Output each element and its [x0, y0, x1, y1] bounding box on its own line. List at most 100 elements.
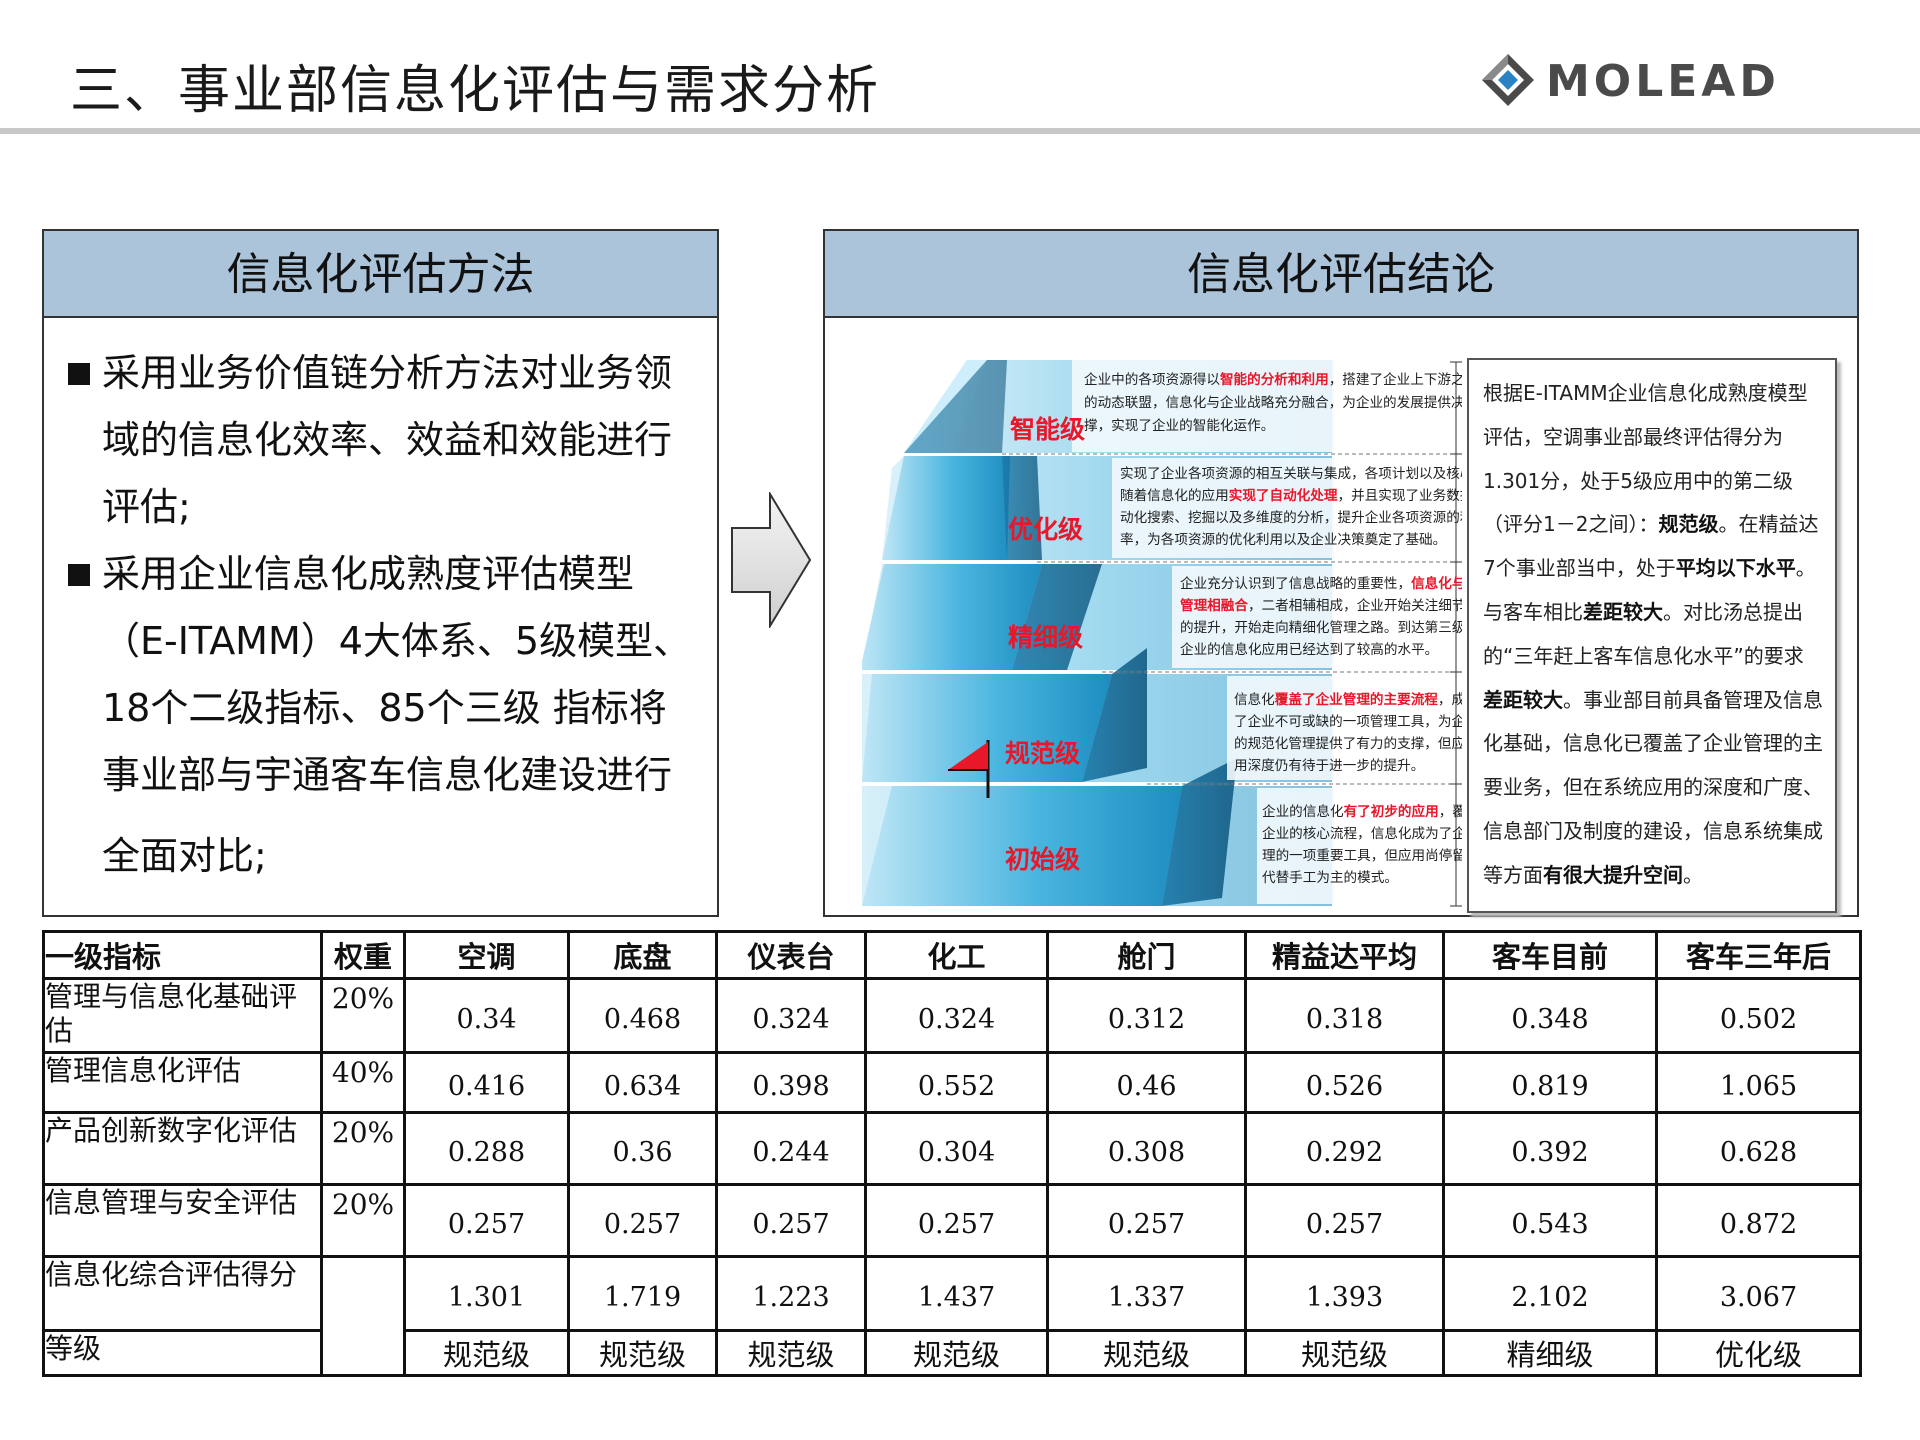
level-desc-optimized: 实现了企业各项资源的相互关联与集成，各项计划以及核心业务 随着信息化的应用实现了… [1120, 465, 1501, 548]
bullet-line: 采用企业信息化成熟度评估模型 [102, 552, 635, 596]
score-cell: 0.304 [864, 1111, 1049, 1186]
score-cell: 0.324 [715, 977, 867, 1054]
column-header: 一级指标 [42, 930, 323, 980]
score-cell: 1.065 [1655, 1051, 1862, 1114]
score-cell: 0.36 [567, 1111, 718, 1186]
conclusion-text: 根据E-ITAMM企业信息化成熟度模型评估，空调事业部最终评估得分为1.301分… [1483, 381, 1808, 537]
red-flag-icon [948, 740, 990, 798]
table-header-row: 一级指标 权重 空调 底盘 仪表台 化工 舱门 精益达平均 客车目前 客车三年后 [42, 930, 1862, 980]
conclusion-text-box: 根据E-ITAMM企业信息化成熟度模型评估，空调事业部最终评估得分为1.301分… [1467, 358, 1837, 913]
pyramid-level-1 [842, 758, 1332, 906]
evaluation-table: 一级指标 权重 空调 底盘 仪表台 化工 舱门 精益达平均 客车目前 客车三年后… [42, 930, 1862, 1377]
conclusion-bold: 差距较大 [1483, 687, 1563, 712]
level-name: 精细级 [1008, 623, 1083, 652]
weight-cell: 20% [320, 1183, 406, 1258]
bullet-line: 评估; [102, 485, 191, 529]
score-cell: 0.634 [567, 1051, 718, 1114]
conclusion-text: 。事业部目前具备管理及信息化基础，信息化已覆盖了企业管理的主要业务，但在系统应用… [1483, 687, 1823, 887]
conclusion-bold: 平均以下水平 [1675, 556, 1796, 581]
weight-cell: 40% [320, 1051, 406, 1114]
table-row: 管理信息化评估 40% 0.416 0.634 0.398 0.552 0.46… [42, 1051, 1862, 1114]
level-height-ruler [1450, 361, 1462, 907]
bullet-line: 采用业务价值链分析方法对业务领 [102, 351, 673, 395]
level-desc-refined: 企业充分认识到了信息战略的重要性，信息化与企业 管理相融合，二者相辅相成，企业开… [1180, 575, 1493, 658]
score-cell: 0.257 [1046, 1183, 1247, 1258]
logo-mark-icon [1482, 54, 1534, 106]
method-panel-title: 信息化评估方法 [44, 231, 717, 318]
score-cell: 0.398 [715, 1051, 867, 1114]
page-title: 三、事业部信息化评估与需求分析 [70, 61, 881, 121]
svg-text:企业中的各项资源得以智能的分析和利用，搭建了企业上下游之间柔: 企业中的各项资源得以智能的分析和利用，搭建了企业上下游之间柔性 [1084, 371, 1462, 388]
score-cell: 0.392 [1442, 1111, 1658, 1186]
score-cell: 0.819 [1442, 1051, 1658, 1114]
grade-cell: 优化级 [1655, 1329, 1862, 1377]
conclusion-text: 。 [1683, 862, 1703, 887]
column-header: 权重 [320, 930, 406, 980]
method-body: 采用业务价值链分析方法对业务领 域的信息化效率、效益和效能进行 评估; 采用企业… [44, 318, 717, 890]
score-cell: 0.312 [1046, 977, 1247, 1054]
column-header: 客车目前 [1442, 930, 1658, 980]
table-row: 管理与信息化基础评估 20% 0.34 0.468 0.324 0.324 0.… [42, 977, 1862, 1054]
svg-text:了企业不可或缺的一项管理工具，为企业: 了企业不可或缺的一项管理工具，为企业 [1234, 713, 1462, 730]
score-cell: 0.348 [1442, 977, 1658, 1054]
score-cell: 0.257 [403, 1183, 570, 1258]
conclusion-bold: 规范级 [1658, 512, 1719, 537]
column-header: 底盘 [567, 930, 718, 980]
bullet-line: 18个二级指标、85个三级 指标将 [102, 686, 667, 730]
bullet-line: （E-ITAMM）4大体系、5级模型、 [102, 619, 692, 663]
bullet-line: 域的信息化效率、效益和效能进行 [102, 418, 673, 462]
square-bullet-icon [68, 564, 90, 586]
method-bullet: 采用企业信息化成熟度评估模型 （E-ITAMM）4大体系、5级模型、 18个二级… [66, 541, 697, 890]
indicator-name: 信息管理与安全评估 [42, 1183, 323, 1258]
score-cell: 1.223 [715, 1255, 867, 1332]
svg-text:撑，实现了企业的智能化运作。: 撑，实现了企业的智能化运作。 [1084, 417, 1274, 434]
svg-text:企业的信息化应用已经达到了较高的水平。: 企业的信息化应用已经达到了较高的水平。 [1180, 641, 1438, 658]
logo-text: MOLEAD [1546, 56, 1780, 107]
maturity-pyramid: 智能级 优化级 精细级 规范级 初始级 企业中的各项资源得以智能的分析和利用，搭… [842, 358, 1505, 910]
score-cell: 0.46 [1046, 1051, 1247, 1114]
score-cell: 0.552 [864, 1051, 1049, 1114]
indicator-name: 等级 [42, 1329, 323, 1377]
svg-text:企业的核心流程，信息化成为了企业管: 企业的核心流程，信息化成为了企业管 [1262, 825, 1462, 842]
svg-text:率，为各项资源的优化利用以及企业决策奠定了基础。: 率，为各项资源的优化利用以及企业决策奠定了基础。 [1120, 531, 1446, 548]
svg-text:的动态联盟，信息化与企业战略充分融合，为企业的发展提供决策支: 的动态联盟，信息化与企业战略充分融合，为企业的发展提供决策支 [1084, 394, 1462, 411]
right-arrow-icon [730, 490, 812, 632]
level-name: 规范级 [1005, 739, 1080, 768]
svg-text:管理相融合，二者相辅相成，企业开始关注细节管理: 管理相融合，二者相辅相成，企业开始关注细节管理 [1180, 597, 1462, 614]
svg-text:企业的信息化有了初步的应用，覆盖了: 企业的信息化有了初步的应用，覆盖了 [1262, 803, 1462, 820]
level-name: 优化级 [1008, 515, 1083, 544]
grade-cell: 规范级 [1244, 1329, 1445, 1377]
method-bullet: 采用业务价值链分析方法对业务领 域的信息化效率、效益和效能进行 评估; [66, 340, 697, 541]
method-panel: 信息化评估方法 采用业务价值链分析方法对业务领 域的信息化效率、效益和效能进行 … [42, 229, 719, 917]
conclusion-bold: 差距较大 [1583, 599, 1663, 624]
column-header: 仪表台 [715, 930, 867, 980]
svg-text:理的一项重要工具，但应用尚停留在以: 理的一项重要工具，但应用尚停留在以 [1262, 847, 1462, 864]
grade-cell: 精细级 [1442, 1329, 1658, 1377]
score-cell: 1.337 [1046, 1255, 1247, 1332]
grade-cell: 规范级 [567, 1329, 718, 1377]
score-cell: 0.502 [1655, 977, 1862, 1054]
header-divider [0, 128, 1920, 134]
score-cell: 0.257 [1244, 1183, 1445, 1258]
score-cell: 0.543 [1442, 1183, 1658, 1258]
svg-text:代替手工为主的模式。: 代替手工为主的模式。 [1262, 870, 1398, 886]
molead-logo: MOLEAD [1478, 50, 1868, 112]
score-cell: 3.067 [1655, 1255, 1862, 1332]
score-cell: 1.393 [1244, 1255, 1445, 1332]
weight-cell: 20% [320, 977, 406, 1054]
score-cell: 0.288 [403, 1111, 570, 1186]
grade-cell: 规范级 [864, 1329, 1049, 1377]
column-header: 空调 [403, 930, 570, 980]
table-row: 信息管理与安全评估 20% 0.257 0.257 0.257 0.257 0.… [42, 1183, 1862, 1258]
score-cell: 0.257 [864, 1183, 1049, 1258]
bullet-line: 事业部与宇通客车信息化建设进行 [102, 753, 673, 797]
column-header: 化工 [864, 930, 1049, 980]
indicator-name: 管理信息化评估 [42, 1051, 323, 1114]
weight-cell: 20% [320, 1111, 406, 1186]
level-desc-initial: 企业的信息化有了初步的应用，覆盖了 企业的核心流程，信息化成为了企业管 理的一项… [1262, 803, 1493, 886]
score-cell: 0.244 [715, 1111, 867, 1186]
score-cell: 0.416 [403, 1051, 570, 1114]
score-cell: 0.292 [1244, 1111, 1445, 1186]
score-cell: 0.257 [567, 1183, 718, 1258]
grade-cell: 规范级 [715, 1329, 867, 1377]
